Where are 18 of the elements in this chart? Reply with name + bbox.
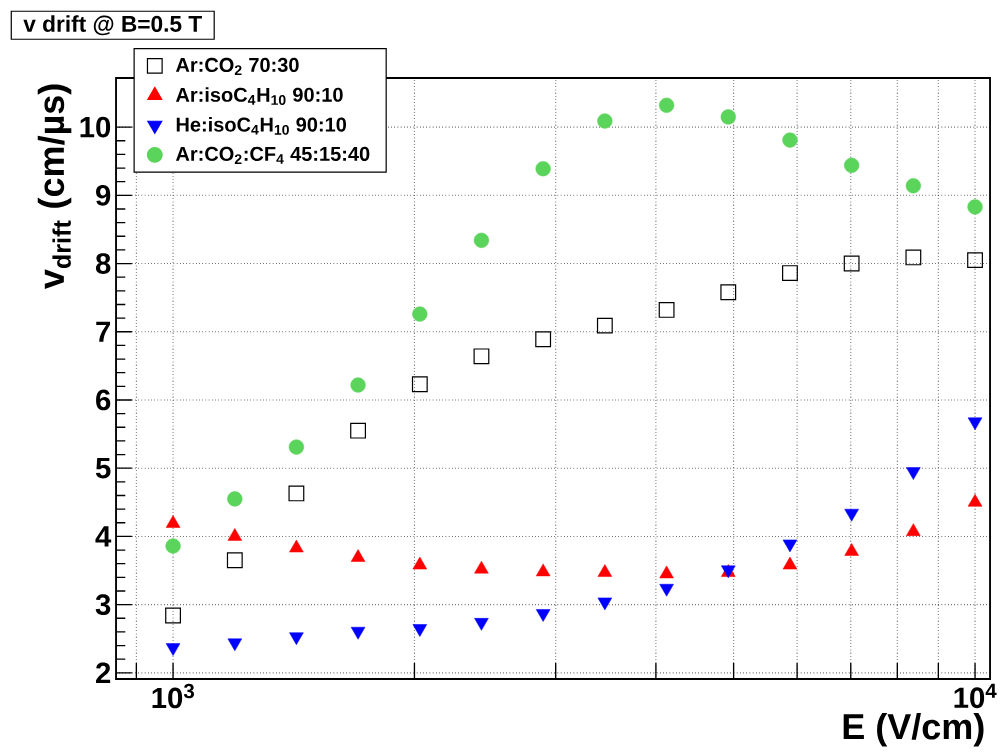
y-tick-label: 9 [96,184,111,206]
x-tick-label: 10$^{4}$ [954,683,997,709]
y-tick-label: 3 [95,594,111,616]
y-tick-label: 6 [96,389,111,411]
x-axis-title: E (V/cm) [843,713,984,747]
y-tick-label: 10 [80,116,111,138]
x-tick-label: 10$^{3}$ [152,683,195,709]
legend-label: He:isoC$_{4}$H$_{10}$ 90:10 [176,117,347,135]
legend-label: Ar:CO$_{2}$:CF$_{4}$ 45:15:40 [175,146,370,164]
chart-title: v drift @ B=0.5 T [23,15,202,36]
legend-label: Ar:isoC$_{4}$H$_{10}$ 90:10 [175,87,343,105]
y-tick-label: 4 [95,526,112,547]
y-tick-label: 8 [95,253,111,274]
y-axis-title: v$_{drift}$ (cm/µs) [37,84,72,290]
y-tick-label: 2 [96,662,111,684]
y-tick-label: 7 [96,321,111,342]
legend-label: Ar:CO$_{2}$ 70:30 [175,57,299,75]
y-tick-label: 5 [95,457,111,479]
